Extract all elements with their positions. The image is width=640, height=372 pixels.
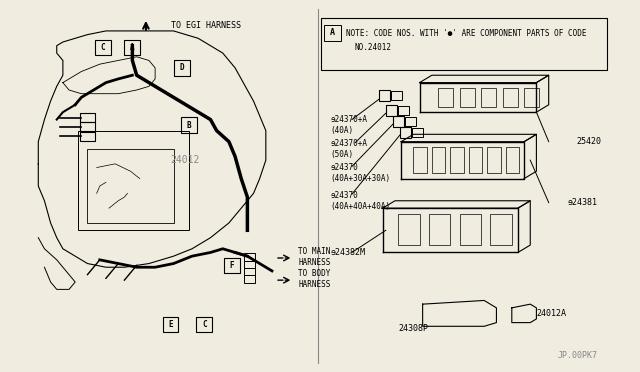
Bar <box>487 147 500 173</box>
Bar <box>391 91 403 100</box>
Text: F: F <box>230 261 234 270</box>
Bar <box>386 105 397 116</box>
Text: TO EGI HARNESS: TO EGI HARNESS <box>170 20 241 29</box>
Text: C: C <box>202 320 207 329</box>
Text: TO BODY
HARNESS: TO BODY HARNESS <box>298 269 331 289</box>
Text: D: D <box>179 63 184 72</box>
Text: ɘ24370+A
(50A): ɘ24370+A (50A) <box>330 139 367 159</box>
Text: E: E <box>168 320 173 329</box>
Bar <box>88 149 173 223</box>
Bar <box>438 88 453 107</box>
Bar <box>451 147 464 173</box>
Text: JP.00PK7: JP.00PK7 <box>558 350 598 359</box>
Bar <box>432 147 445 173</box>
Text: C: C <box>100 43 105 52</box>
Text: A: A <box>330 28 335 37</box>
Bar <box>398 214 420 245</box>
Bar <box>481 88 497 107</box>
Text: NOTE: CODE NOS. WITH '●' ARE COMPONENT PARTS OF CODE: NOTE: CODE NOS. WITH '●' ARE COMPONENT P… <box>346 29 586 38</box>
Text: 25420: 25420 <box>577 137 602 146</box>
Bar <box>244 268 255 275</box>
Bar <box>413 147 427 173</box>
Bar <box>460 88 475 107</box>
Bar <box>405 117 417 126</box>
Bar <box>460 214 481 245</box>
Bar <box>490 214 512 245</box>
Bar <box>80 132 95 141</box>
Text: ɘ24370+A
(40A): ɘ24370+A (40A) <box>330 115 367 135</box>
Text: 24012: 24012 <box>170 155 200 165</box>
Text: 24012A: 24012A <box>536 309 566 318</box>
Bar <box>502 88 518 107</box>
Bar <box>412 128 423 137</box>
Bar <box>244 253 255 260</box>
Bar <box>429 214 451 245</box>
Bar <box>80 122 95 131</box>
Bar <box>393 116 404 127</box>
Text: ɘ24370
(40A+30A+30A): ɘ24370 (40A+30A+30A) <box>330 163 390 183</box>
Text: B: B <box>187 121 191 129</box>
Bar <box>400 127 411 138</box>
Text: 24308P: 24308P <box>398 324 428 333</box>
Bar <box>379 90 390 101</box>
Text: NO.24012: NO.24012 <box>355 43 392 52</box>
Bar <box>80 113 95 122</box>
Bar <box>78 131 189 230</box>
Bar <box>506 147 519 173</box>
Text: TO MAIN
HARNESS: TO MAIN HARNESS <box>298 247 331 267</box>
Bar <box>244 260 255 268</box>
Bar <box>524 88 540 107</box>
Text: ɘ24370
(40A+40A+40A): ɘ24370 (40A+40A+40A) <box>330 191 390 211</box>
Text: ɘ24382M: ɘ24382M <box>330 248 365 257</box>
Bar <box>398 106 409 115</box>
Text: ɘ24381: ɘ24381 <box>567 198 597 207</box>
Text: A: A <box>130 43 134 52</box>
Bar <box>468 147 483 173</box>
Bar <box>244 275 255 283</box>
